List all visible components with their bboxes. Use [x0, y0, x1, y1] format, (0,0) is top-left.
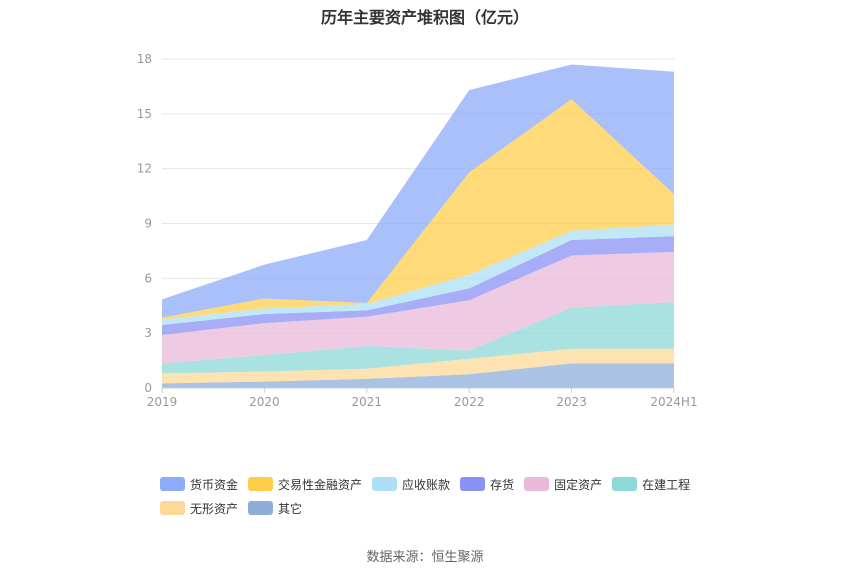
y-tick-label: 12 [137, 162, 152, 176]
area-存货 [162, 236, 674, 335]
legend-label: 固定资产 [554, 477, 603, 492]
legend-label: 存货 [490, 477, 515, 492]
y-tick-label: 9 [144, 217, 152, 231]
x-tick-label: 2019 [147, 395, 178, 409]
x-tick-label: 2020 [249, 395, 280, 409]
area-在建工程 [162, 302, 674, 374]
axes: 0 3 6 9 12 15 18 2019 2020 2021 2022 2023 2024H1 [137, 52, 698, 409]
legend-swatch [160, 501, 185, 515]
legend-item[interactable]: 存货 [460, 476, 514, 493]
legend-label: 货币资金 [190, 477, 239, 492]
chart-title: 历年主要资产堆积图（亿元） [320, 8, 529, 27]
legend-label: 交易性金融资产 [278, 477, 363, 492]
area-其它 [162, 363, 674, 388]
legend-swatch [372, 477, 398, 491]
legend-item[interactable]: 在建工程 [612, 476, 690, 493]
y-tick-label: 6 [144, 271, 152, 285]
legend-label: 在建工程 [642, 477, 691, 492]
legend-item[interactable]: 交易性金融资产 [248, 476, 362, 493]
legend-swatch [524, 477, 550, 491]
legend-label: 应收账款 [402, 477, 451, 492]
legend-label: 其它 [278, 501, 303, 516]
legend-item[interactable]: 应收账款 [372, 476, 450, 493]
y-tick-label: 3 [144, 326, 152, 340]
legend-swatch [612, 477, 638, 491]
source-note: 数据来源：恒生聚源 [366, 550, 484, 565]
legend-row: 无形资产 其它 [160, 496, 720, 520]
x-tick-label: 2023 [556, 395, 587, 409]
area-固定资产 [162, 251, 674, 364]
area-交易性金融资产 [162, 99, 674, 320]
legend-item[interactable]: 无形资产 [160, 500, 238, 517]
legend-swatch [460, 477, 486, 491]
legend-item[interactable]: 固定资产 [524, 476, 602, 493]
legend-label: 无形资产 [190, 501, 239, 516]
legend-row: 货币资金 交易性金融资产 应收账款 存货 固定资产 在建工程 [160, 472, 720, 496]
y-tick-label: 0 [144, 381, 152, 395]
area-无形资产 [162, 348, 674, 384]
legend-swatch [160, 477, 185, 491]
y-tick-label: 18 [137, 52, 152, 66]
x-tick-label: 2022 [454, 395, 485, 409]
legend: 货币资金 交易性金融资产 应收账款 存货 固定资产 在建工程 无形资产 其它 [160, 472, 720, 520]
area-series [162, 64, 674, 388]
x-tick-label: 2021 [352, 395, 383, 409]
legend-item[interactable]: 其它 [248, 500, 302, 517]
area-应收账款 [162, 224, 674, 325]
legend-item[interactable]: 货币资金 [160, 476, 238, 493]
legend-swatch [248, 477, 274, 491]
x-tick-label: 2024H1 [650, 395, 697, 409]
legend-swatch [248, 501, 274, 515]
area-货币资金 [162, 64, 674, 318]
y-tick-label: 15 [137, 107, 152, 121]
